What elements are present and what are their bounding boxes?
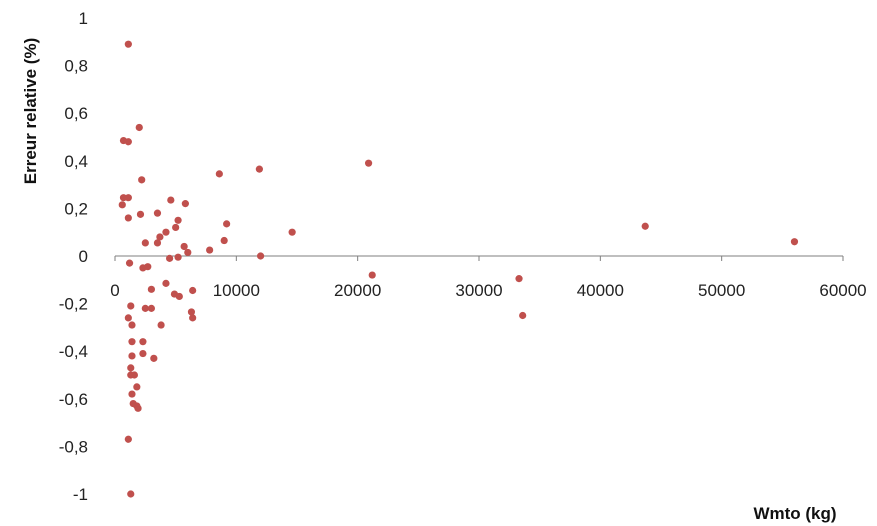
data-point (223, 220, 231, 228)
y-tick-label: -0,2 (59, 295, 88, 314)
y-axis-title: Erreur relative (%) (21, 38, 40, 184)
data-point (141, 239, 149, 247)
y-tick-label: -0,8 (59, 437, 88, 456)
data-point (220, 236, 228, 245)
y-tick-label: 1 (79, 9, 88, 28)
x-axis-ticks: 0 10000 20000 30000 40000 50000 60000 (110, 256, 867, 300)
data-point (181, 200, 189, 208)
data-point (127, 302, 135, 310)
data-point (147, 285, 155, 293)
data-point (215, 170, 223, 178)
data-point (515, 275, 523, 283)
data-point (153, 239, 162, 247)
data-point (174, 253, 182, 261)
data-point (118, 201, 126, 209)
data-point (174, 216, 182, 224)
x-tick-label: 60000 (819, 281, 866, 300)
data-point (790, 238, 799, 246)
data-point (288, 228, 296, 236)
data-point (187, 308, 196, 316)
data-point (180, 242, 188, 251)
data-point (134, 404, 142, 412)
x-tick-label: 10000 (213, 281, 260, 300)
data-point (141, 304, 149, 312)
data-point (153, 209, 162, 217)
data-point (124, 138, 132, 146)
data-point (135, 123, 143, 132)
data-point (184, 248, 192, 257)
y-tick-label: 0 (79, 247, 88, 266)
data-point (128, 352, 136, 360)
data-point (166, 254, 174, 262)
data-point (133, 383, 141, 391)
data-point (128, 338, 136, 346)
data-point (175, 292, 183, 301)
x-tick-label: 40000 (577, 281, 624, 300)
data-point (127, 490, 135, 498)
data-point (139, 349, 147, 358)
data-point (257, 252, 265, 260)
data-point (150, 354, 158, 362)
data-point (124, 214, 132, 222)
data-point (138, 176, 146, 184)
y-tick-label: 0,8 (64, 57, 88, 76)
y-tick-label: -0,6 (59, 390, 88, 409)
data-point (167, 196, 175, 204)
data-point (124, 314, 132, 322)
data-point (136, 210, 145, 218)
data-point (125, 259, 134, 267)
data-point (189, 314, 197, 322)
data-point (641, 222, 649, 230)
y-tick-label: -0,4 (59, 342, 88, 361)
data-point (206, 246, 214, 254)
y-tick-label: 0,4 (64, 152, 88, 171)
data-point (139, 338, 147, 346)
data-point (156, 233, 164, 241)
data-point (157, 321, 165, 329)
data-point (172, 223, 180, 232)
x-tick-label: 0 (110, 281, 119, 300)
data-point (124, 194, 132, 202)
x-tick-label: 30000 (455, 281, 502, 300)
data-point (144, 263, 152, 271)
data-point (255, 165, 263, 173)
data-point (130, 371, 139, 379)
data-point (162, 228, 170, 236)
x-tick-label: 50000 (698, 281, 745, 300)
data-point (124, 435, 132, 443)
data-point (162, 279, 170, 287)
data-point (128, 321, 136, 329)
data-point (128, 390, 136, 398)
data-point (519, 311, 527, 320)
y-tick-label: -1 (73, 485, 88, 504)
data-point (368, 271, 376, 279)
data-point (127, 364, 135, 372)
y-axis-ticks: 1 0,8 0,6 0,4 0,2 0 -0,2 -0,4 -0,6 -0,8 -1 (59, 9, 88, 504)
x-tick-label: 20000 (334, 281, 381, 300)
y-tick-label: 0,6 (64, 104, 88, 123)
data-point (147, 304, 155, 312)
data-point (124, 40, 132, 48)
data-point (364, 159, 373, 167)
y-tick-label: 0,2 (64, 199, 88, 218)
data-points (118, 40, 799, 498)
x-axis-title: Wmto (kg) (753, 504, 836, 523)
data-point (189, 286, 197, 295)
